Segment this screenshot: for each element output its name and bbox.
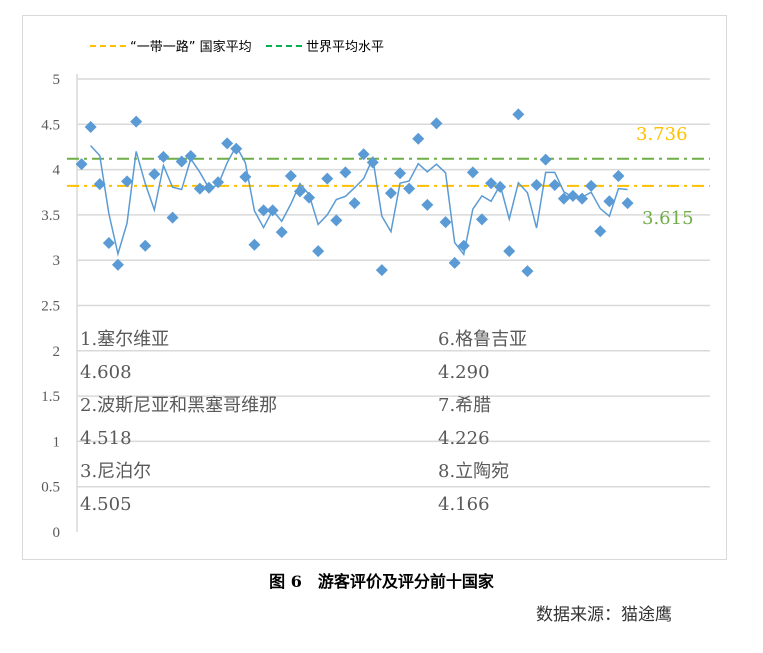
y-tick-label: 1.5 bbox=[41, 389, 60, 405]
data-point bbox=[485, 177, 498, 190]
data-point bbox=[475, 213, 488, 226]
data-point bbox=[139, 239, 152, 252]
data-point bbox=[130, 115, 143, 128]
y-tick-label: 3 bbox=[53, 253, 61, 269]
data-point bbox=[157, 150, 170, 163]
data-point bbox=[293, 185, 306, 198]
annotation-rank: 1.塞尔维亚 bbox=[80, 329, 170, 350]
y-tick-label: 2.5 bbox=[41, 299, 60, 315]
annotation-rank: 3.尼泊尔 bbox=[80, 461, 152, 482]
data-point bbox=[184, 150, 197, 163]
data-point bbox=[430, 117, 443, 130]
moving-average-line bbox=[90, 144, 628, 257]
data-point bbox=[230, 142, 243, 155]
data-point bbox=[75, 158, 88, 171]
annotation-score: 4.290 bbox=[438, 362, 490, 383]
y-tick-label: 4 bbox=[53, 163, 61, 179]
data-point bbox=[421, 198, 434, 211]
data-point bbox=[466, 166, 479, 179]
data-point bbox=[384, 187, 397, 200]
ref-label-yellow: 3.736 bbox=[636, 124, 688, 145]
y-tick-label: 5 bbox=[53, 72, 61, 88]
data-point bbox=[521, 265, 534, 278]
annotation-rank: 7.希腊 bbox=[438, 395, 492, 416]
chart-frame bbox=[22, 15, 727, 560]
data-source: 数据来源：猫途鹰 bbox=[536, 605, 672, 625]
annotation-rank: 8.立陶宛 bbox=[438, 461, 510, 482]
data-point bbox=[212, 176, 225, 189]
data-point bbox=[284, 169, 297, 182]
data-point bbox=[594, 225, 607, 238]
annotation-rank: 2.波斯尼亚和黑塞哥维那 bbox=[80, 395, 278, 416]
data-point bbox=[175, 155, 188, 168]
data-point bbox=[412, 132, 425, 145]
data-point bbox=[330, 214, 343, 227]
data-point bbox=[193, 182, 206, 195]
data-point bbox=[366, 156, 379, 169]
y-tick-label: 2 bbox=[53, 344, 61, 360]
annotation-left: 1.塞尔维亚 4.608 2.波斯尼亚和黑塞哥维那 4.518 3.尼泊尔 4.… bbox=[80, 323, 277, 521]
y-tick-label: 1 bbox=[53, 434, 61, 450]
data-point bbox=[394, 167, 407, 180]
y-tick-label: 0 bbox=[53, 525, 61, 541]
data-point bbox=[121, 175, 134, 188]
data-point bbox=[503, 245, 516, 258]
data-point bbox=[512, 108, 525, 121]
data-point bbox=[448, 256, 461, 269]
data-point bbox=[603, 195, 616, 208]
data-point bbox=[275, 226, 288, 239]
data-point bbox=[403, 182, 416, 195]
data-point bbox=[221, 137, 234, 150]
data-point bbox=[621, 197, 634, 210]
y-tick-label: 0.5 bbox=[41, 480, 60, 496]
data-point bbox=[576, 192, 589, 205]
data-point bbox=[457, 239, 470, 252]
annotation-score: 4.608 bbox=[80, 362, 132, 383]
data-point bbox=[439, 216, 452, 229]
data-point bbox=[557, 192, 570, 205]
annotation-score: 4.518 bbox=[80, 428, 132, 449]
data-point bbox=[530, 179, 543, 192]
data-point bbox=[548, 179, 561, 192]
data-point bbox=[248, 238, 261, 251]
data-point bbox=[303, 191, 316, 204]
data-point bbox=[612, 169, 625, 182]
data-point bbox=[148, 168, 161, 181]
data-point bbox=[357, 148, 370, 161]
data-point bbox=[166, 211, 179, 224]
data-point bbox=[93, 178, 106, 191]
data-point bbox=[239, 170, 252, 183]
legend-item-world: 世界平均水平 bbox=[266, 36, 384, 55]
legend-label: “一带一路” 国家平均 bbox=[130, 40, 252, 55]
y-tick-label: 4.5 bbox=[41, 117, 60, 133]
legend-swatch-yellow bbox=[90, 44, 126, 47]
y-tick-label: 3.5 bbox=[41, 208, 60, 224]
data-point bbox=[266, 204, 279, 217]
data-point bbox=[321, 172, 334, 185]
data-point bbox=[348, 197, 361, 210]
annotation-right: 6.格鲁吉亚 4.290 7.希腊 4.226 8.立陶宛 4.166 bbox=[438, 323, 527, 521]
legend-swatch-green bbox=[266, 44, 302, 47]
annotation-rank: 6.格鲁吉亚 bbox=[438, 329, 528, 350]
annotation-score: 4.166 bbox=[438, 494, 490, 515]
data-point bbox=[339, 166, 352, 179]
data-point bbox=[257, 204, 270, 217]
figure-caption: 图 6 游客评价及评分前十国家 bbox=[269, 572, 494, 591]
legend-item-belt-road: “一带一路” 国家平均 bbox=[90, 36, 252, 55]
data-point bbox=[312, 245, 325, 258]
annotation-score: 4.505 bbox=[80, 494, 132, 515]
data-point bbox=[494, 180, 507, 193]
ref-label-green: 3.615 bbox=[642, 208, 694, 229]
data-point bbox=[202, 181, 215, 194]
annotation-score: 4.226 bbox=[438, 428, 490, 449]
data-point bbox=[111, 258, 124, 271]
legend-label: 世界平均水平 bbox=[306, 40, 385, 55]
data-point bbox=[102, 236, 115, 249]
data-point bbox=[539, 153, 552, 166]
data-point bbox=[585, 179, 598, 192]
data-point bbox=[566, 189, 579, 202]
data-point bbox=[84, 121, 97, 134]
data-point bbox=[375, 264, 388, 277]
